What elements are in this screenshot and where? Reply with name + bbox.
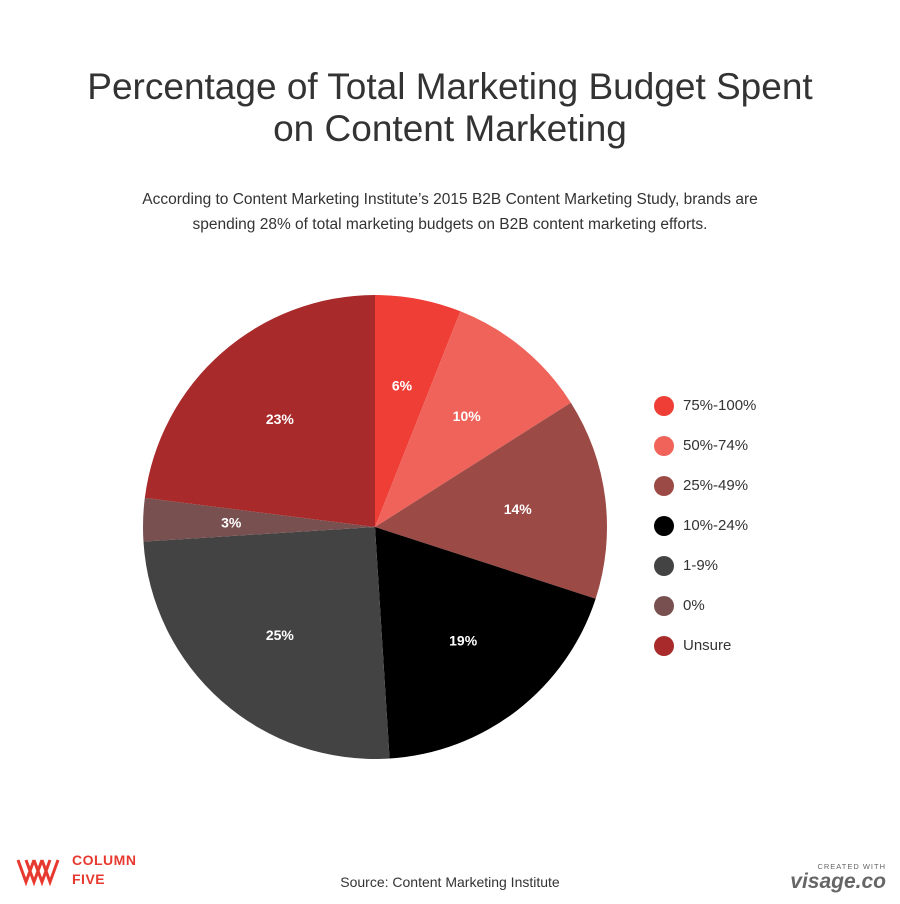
pie-slice-2 xyxy=(375,402,607,599)
legend-item-2: 25%-49% xyxy=(654,476,756,516)
slice-value-label-3: 19% xyxy=(449,633,478,649)
brand-line-2: FIVE xyxy=(72,871,106,887)
legend-item-6: Unsure xyxy=(654,636,756,676)
legend-label: 50%-74% xyxy=(683,437,749,454)
column-five-logo-icon xyxy=(16,859,60,887)
pie-slice-4 xyxy=(143,527,390,759)
credit-created-with: CREATED WITH xyxy=(817,862,886,871)
legend-swatch xyxy=(654,476,674,496)
slice-value-label-0: 6% xyxy=(392,378,413,394)
legend-label: 1-9% xyxy=(683,557,719,574)
pie-slice-0 xyxy=(375,295,461,527)
chart-subtitle: According to Content Marketing Institute… xyxy=(80,187,820,237)
legend-label: 25%-49% xyxy=(683,477,749,494)
slice-value-label-5: 3% xyxy=(221,514,242,530)
credit-visage-logo: visage.co xyxy=(790,870,886,893)
slice-value-label-1: 10% xyxy=(453,408,482,424)
legend-item-0: 75%-100% xyxy=(654,396,756,436)
slice-value-label-6: 23% xyxy=(266,411,295,427)
column-five-wordmark: COLUMN FIVE xyxy=(72,851,152,889)
column-five-brand: COLUMN FIVE xyxy=(16,848,152,892)
pie-slice-6 xyxy=(144,295,375,527)
legend-label: 10%-24% xyxy=(683,517,749,534)
legend-swatch xyxy=(654,396,674,416)
chart-subtitle-line-1: According to Content Marketing Institute… xyxy=(142,191,758,208)
brand-line-1: COLUMN xyxy=(72,852,137,868)
slice-value-label-4: 25% xyxy=(266,627,295,643)
source-note: Source: Content Marketing Institute xyxy=(340,874,560,890)
chart-subtitle-line-2: spending 28% of total marketing budgets … xyxy=(192,216,708,233)
pie-slice-5 xyxy=(143,497,375,542)
visage-credit[interactable]: CREATED WITH visage.co xyxy=(790,862,886,893)
pie-slice-1 xyxy=(375,311,571,527)
legend-swatch xyxy=(654,516,674,536)
legend-swatch xyxy=(654,436,674,456)
legend-label: 0% xyxy=(683,597,705,614)
legend-item-3: 10%-24% xyxy=(654,516,756,556)
pie-slice-3 xyxy=(375,527,596,759)
legend-swatch xyxy=(654,556,674,576)
slice-value-label-2: 14% xyxy=(504,501,533,517)
legend-swatch xyxy=(654,596,674,616)
legend-swatch xyxy=(654,636,674,656)
chart-title: Percentage of Total Marketing Budget Spe… xyxy=(60,66,840,150)
legend-label: Unsure xyxy=(683,637,732,654)
chart-legend: 75%-100% 50%-74% 25%-49% 10%-24% 1-9% 0% Unsur… xyxy=(654,396,756,676)
chart-title-line-2: on Content Marketing xyxy=(273,108,627,149)
legend-item-5: 0% xyxy=(654,596,756,636)
legend-label: 75%-100% xyxy=(683,397,757,414)
legend-item-4: 1-9% xyxy=(654,556,756,596)
legend-item-1: 50%-74% xyxy=(654,436,756,476)
chart-title-line-1: Percentage of Total Marketing Budget Spe… xyxy=(87,66,813,107)
